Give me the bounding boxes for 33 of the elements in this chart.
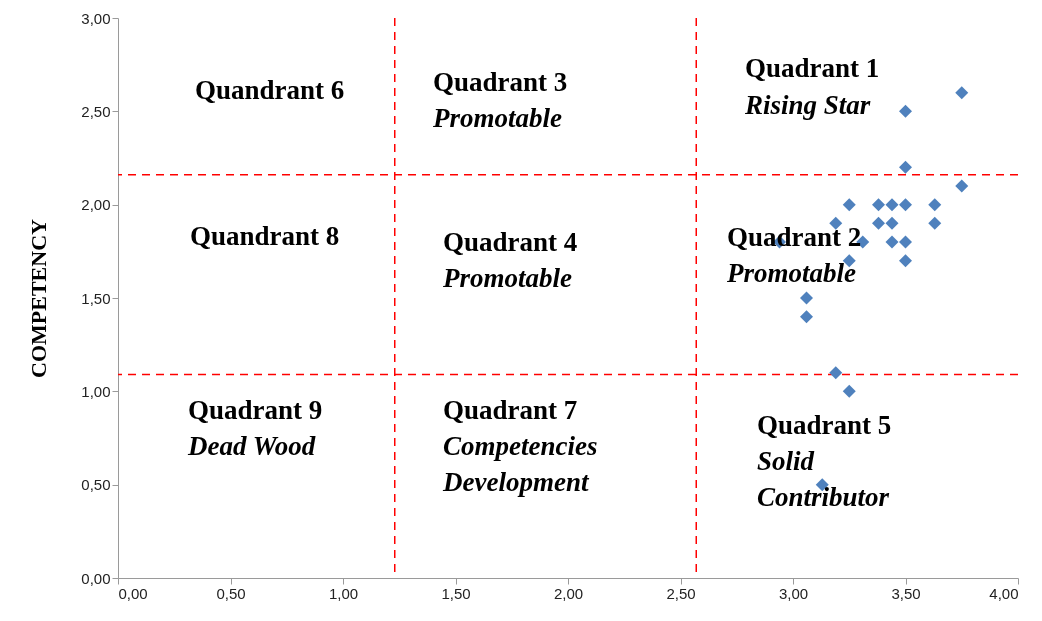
- y-tick-label: 2,00: [81, 196, 111, 214]
- annotation: Competencies Development: [442, 431, 598, 497]
- annotation: Dead Wood: [187, 431, 316, 461]
- y-tick-label: 0,50: [81, 476, 111, 494]
- y-tick-label: 2,50: [81, 102, 111, 120]
- annotation: Promotable: [432, 103, 562, 133]
- annotation: Quadrant 4: [443, 227, 578, 257]
- annotation: Rising Star: [744, 90, 871, 120]
- annotation: Quadrant 7: [443, 395, 578, 425]
- x-tick-label: 0,00: [118, 584, 148, 602]
- annotation: Quadrant 3: [433, 67, 568, 97]
- x-tick-label: 2,00: [553, 584, 584, 602]
- y-tick-label: 3,00: [81, 9, 111, 27]
- y-tick-label: 0,00: [81, 569, 111, 587]
- annotation: Quadrant 9: [188, 395, 323, 425]
- annotation: Promotable: [442, 263, 572, 293]
- x-tick-label: 2,50: [666, 584, 696, 602]
- y-tick-label: 1,50: [81, 289, 111, 307]
- annotation: Promotable: [726, 258, 856, 288]
- y-tick-label: 1,00: [81, 382, 111, 400]
- x-tick-label: 4,00: [989, 584, 1019, 602]
- annotation: Solid Contributor: [757, 446, 890, 512]
- annotation: Quadrant 1: [745, 53, 880, 83]
- x-tick-label: 0,50: [216, 584, 246, 602]
- x-tick-label: 3,00: [778, 584, 809, 602]
- x-tick-label: 1,00: [328, 584, 359, 602]
- annotation: Quadrant 2: [727, 222, 862, 252]
- x-tick-label: 3,50: [891, 584, 921, 602]
- annotation: Quandrant 6: [195, 75, 345, 105]
- annotation: Quandrant 8: [190, 221, 340, 251]
- x-tick-label: 1,50: [441, 584, 471, 602]
- y-axis-title: COMPETENCY: [26, 218, 52, 378]
- annotation: Quadrant 5: [757, 410, 892, 440]
